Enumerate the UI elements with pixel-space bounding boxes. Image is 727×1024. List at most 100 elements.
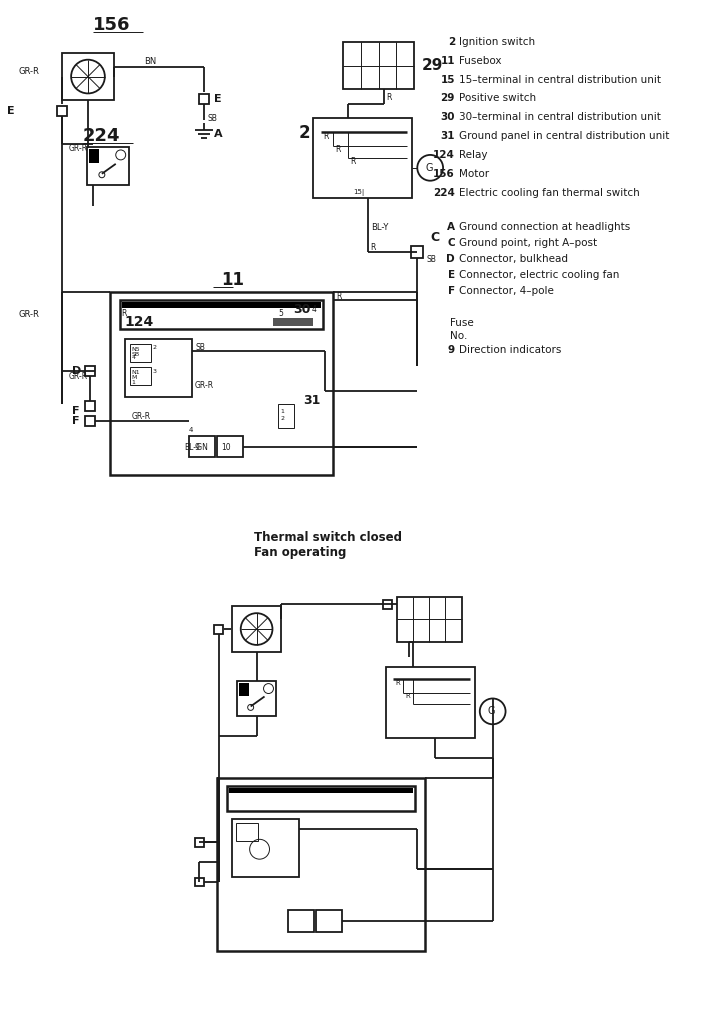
Text: 4: 4 bbox=[132, 354, 136, 359]
Text: Ground point, right A–post: Ground point, right A–post bbox=[459, 239, 597, 248]
Bar bbox=[195, 838, 204, 847]
Text: 31: 31 bbox=[441, 131, 455, 141]
Text: Fusebox: Fusebox bbox=[459, 55, 502, 66]
Text: E: E bbox=[214, 94, 222, 104]
Text: 30: 30 bbox=[293, 303, 310, 316]
Text: SB: SB bbox=[426, 255, 436, 263]
Text: 10: 10 bbox=[221, 443, 230, 452]
Bar bbox=[85, 401, 95, 411]
Text: R: R bbox=[336, 292, 342, 301]
Text: D: D bbox=[72, 367, 81, 376]
Bar bbox=[129, 368, 151, 385]
Bar bbox=[89, 148, 99, 163]
Bar bbox=[411, 246, 423, 258]
Bar bbox=[85, 367, 95, 376]
Text: Direction indicators: Direction indicators bbox=[459, 345, 561, 355]
Text: R: R bbox=[323, 131, 329, 140]
Bar bbox=[316, 909, 342, 932]
Bar bbox=[238, 683, 249, 696]
Text: 4: 4 bbox=[189, 427, 193, 433]
Text: BL-Y: BL-Y bbox=[371, 223, 388, 231]
Bar bbox=[273, 317, 313, 326]
Bar bbox=[85, 416, 95, 426]
Text: E: E bbox=[448, 270, 455, 280]
Text: 124: 124 bbox=[125, 314, 154, 329]
Text: 30: 30 bbox=[441, 113, 455, 122]
Text: 15|: 15| bbox=[353, 189, 364, 197]
Text: 29: 29 bbox=[422, 58, 443, 73]
Text: GR-R: GR-R bbox=[132, 413, 150, 421]
Bar bbox=[236, 823, 257, 842]
Text: GR-R: GR-R bbox=[195, 381, 214, 389]
Text: R: R bbox=[395, 680, 401, 686]
Text: BL-GN: BL-GN bbox=[184, 443, 208, 452]
Text: 15: 15 bbox=[441, 75, 455, 85]
Bar bbox=[229, 787, 414, 793]
Text: No.: No. bbox=[450, 332, 467, 341]
Text: 15–terminal in central distribution unit: 15–terminal in central distribution unit bbox=[459, 75, 661, 85]
Bar bbox=[289, 909, 314, 932]
Bar bbox=[214, 625, 223, 634]
Text: 156: 156 bbox=[93, 16, 130, 34]
Bar bbox=[120, 300, 323, 330]
Text: GR-R: GR-R bbox=[68, 144, 87, 154]
Text: SB: SB bbox=[195, 343, 205, 352]
Text: GR-R: GR-R bbox=[68, 372, 87, 381]
Bar bbox=[125, 339, 192, 397]
Bar bbox=[217, 435, 243, 458]
Bar bbox=[110, 292, 333, 475]
Bar bbox=[199, 94, 209, 104]
Text: GR-R: GR-R bbox=[19, 310, 39, 319]
Text: G: G bbox=[425, 163, 433, 173]
Text: G: G bbox=[488, 707, 495, 717]
Bar bbox=[227, 785, 415, 811]
Text: F: F bbox=[72, 416, 80, 426]
Text: 224: 224 bbox=[433, 187, 455, 198]
Text: A: A bbox=[214, 129, 222, 139]
Bar bbox=[237, 681, 276, 717]
Text: 156: 156 bbox=[433, 169, 455, 179]
Bar bbox=[63, 53, 113, 100]
Bar bbox=[232, 606, 281, 652]
Text: 29: 29 bbox=[441, 93, 455, 103]
Text: Connector, 4–pole: Connector, 4–pole bbox=[459, 286, 554, 296]
Text: R: R bbox=[350, 158, 356, 166]
Text: Connector, electric cooling fan: Connector, electric cooling fan bbox=[459, 270, 619, 280]
Text: Positive switch: Positive switch bbox=[459, 93, 536, 103]
Text: BN: BN bbox=[145, 57, 157, 67]
Text: 2: 2 bbox=[448, 37, 455, 47]
Text: 2: 2 bbox=[281, 417, 284, 421]
Text: 124: 124 bbox=[433, 150, 455, 160]
Text: 9: 9 bbox=[448, 345, 455, 355]
Text: D: D bbox=[446, 254, 455, 264]
Text: F: F bbox=[448, 286, 455, 296]
Text: R: R bbox=[406, 693, 410, 699]
Text: N5: N5 bbox=[132, 347, 140, 352]
Bar bbox=[129, 344, 151, 362]
Text: SB: SB bbox=[132, 352, 140, 356]
Text: 224: 224 bbox=[83, 127, 121, 145]
Text: Fan operating: Fan operating bbox=[254, 546, 346, 559]
Bar bbox=[217, 778, 425, 951]
Text: M: M bbox=[132, 375, 137, 380]
Text: 5: 5 bbox=[278, 309, 284, 318]
Text: Electric cooling fan thermal switch: Electric cooling fan thermal switch bbox=[459, 187, 640, 198]
Text: 11: 11 bbox=[441, 55, 455, 66]
Text: Connector, bulkhead: Connector, bulkhead bbox=[459, 254, 568, 264]
Bar bbox=[398, 597, 462, 642]
Text: 30–terminal in central distribution unit: 30–terminal in central distribution unit bbox=[459, 113, 661, 122]
Text: SB: SB bbox=[207, 114, 217, 123]
Text: Ground connection at headlights: Ground connection at headlights bbox=[459, 222, 630, 232]
Bar bbox=[87, 147, 129, 184]
Text: GR-R: GR-R bbox=[19, 68, 39, 76]
Text: Ignition switch: Ignition switch bbox=[459, 37, 535, 47]
Text: E: E bbox=[7, 106, 15, 117]
Bar bbox=[313, 118, 412, 198]
Text: R: R bbox=[387, 93, 392, 102]
Text: R: R bbox=[371, 243, 376, 252]
Text: R: R bbox=[335, 145, 340, 155]
Text: F: F bbox=[72, 406, 80, 416]
Text: 4: 4 bbox=[311, 305, 316, 314]
Text: C: C bbox=[447, 239, 455, 248]
Bar bbox=[189, 435, 215, 458]
